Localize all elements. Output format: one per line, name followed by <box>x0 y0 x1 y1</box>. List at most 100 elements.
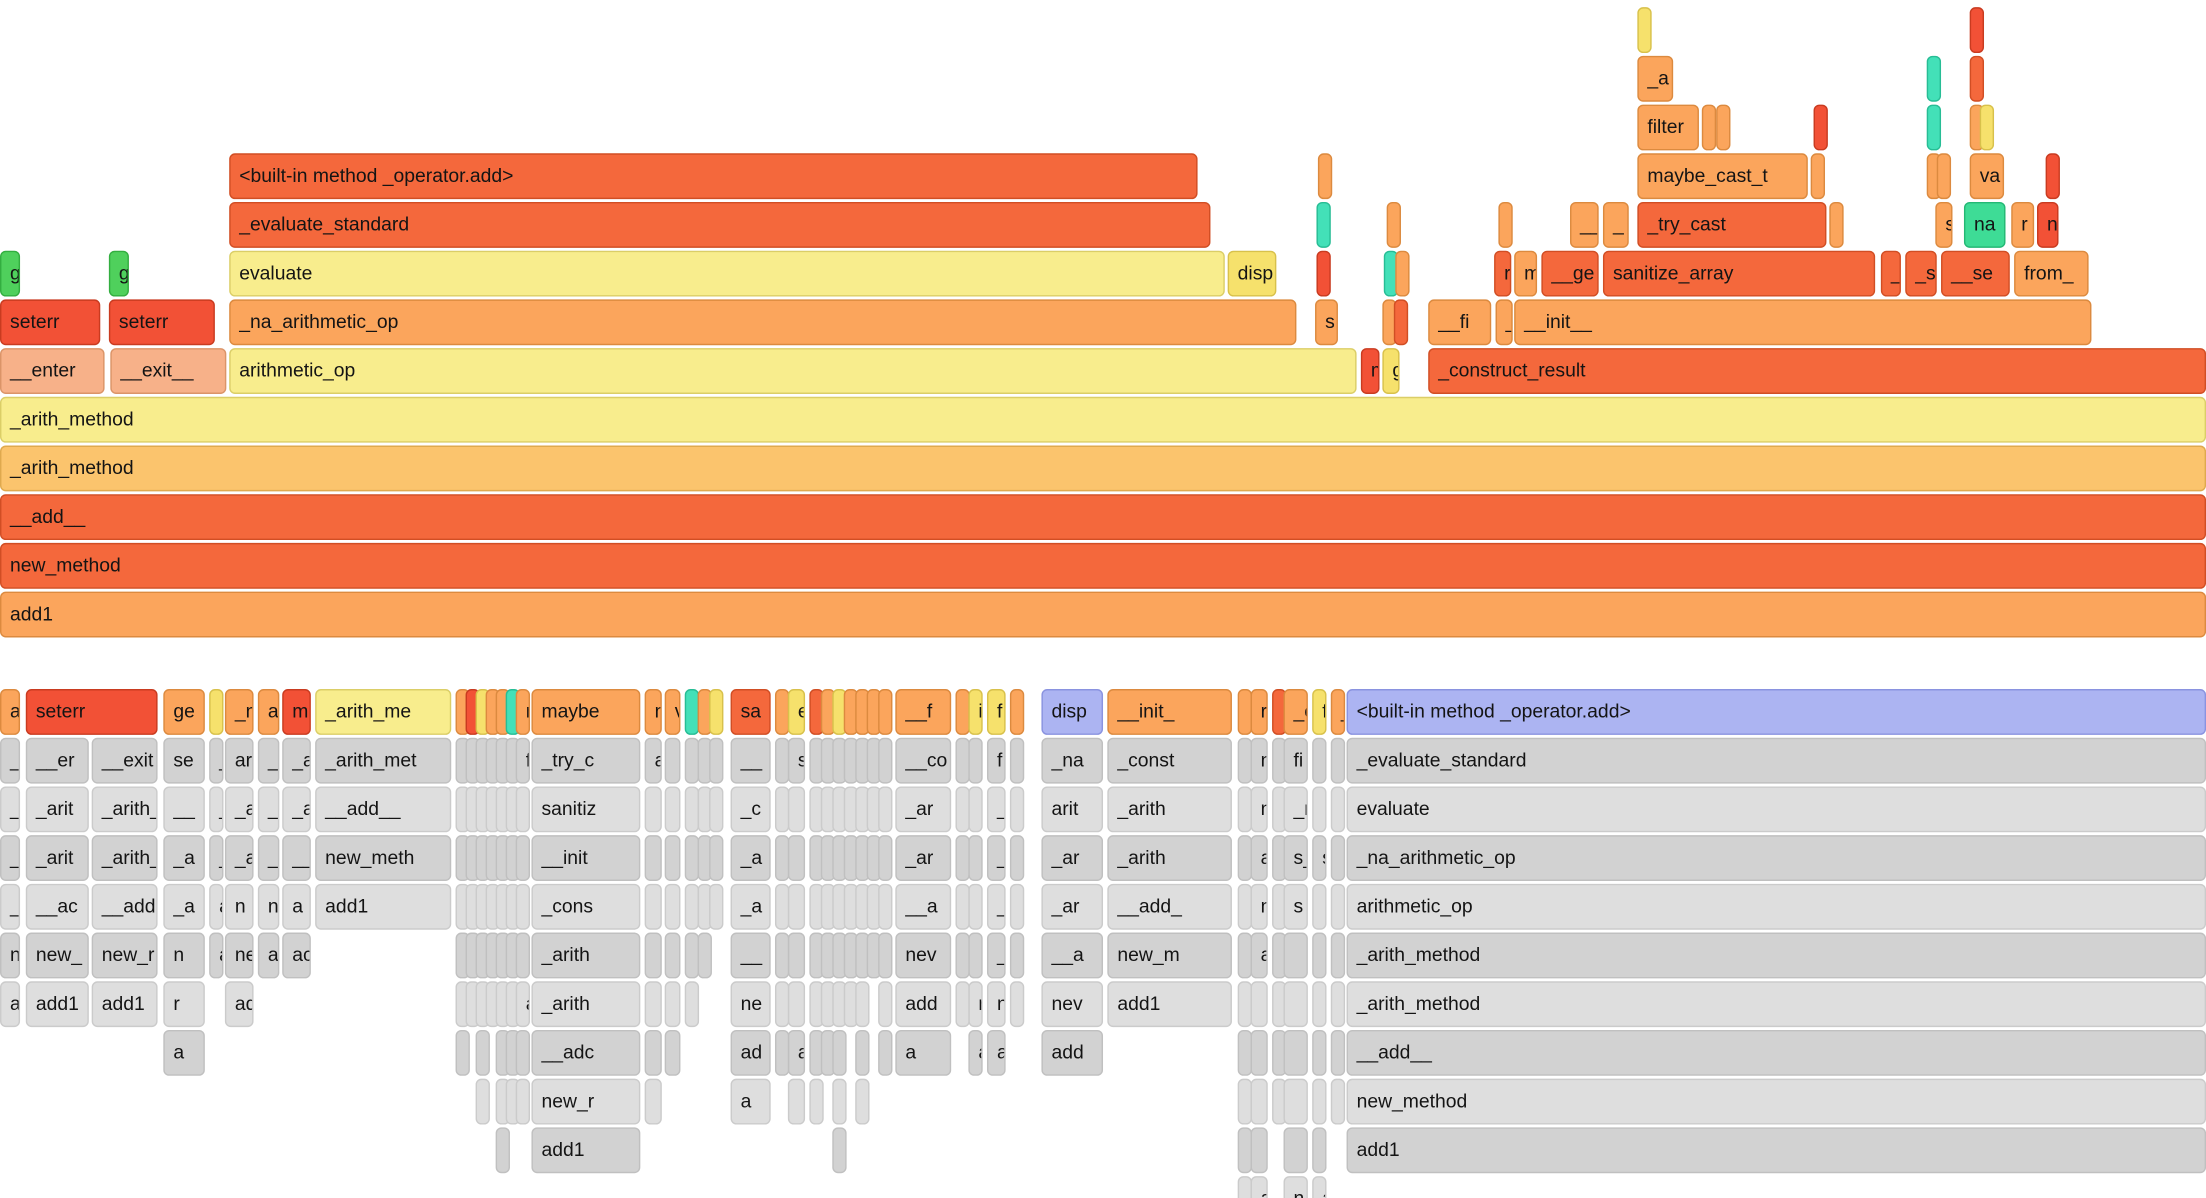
frame-sliver[interactable] <box>968 883 983 930</box>
frame-sliver[interactable] <box>515 1029 531 1076</box>
frame-sliver[interactable] <box>475 1078 490 1125</box>
frame-sliver[interactable] <box>787 981 806 1028</box>
frame-va[interactable]: va <box>1969 153 2005 200</box>
frame-add1[interactable]: add1 <box>531 1127 641 1174</box>
frame-sliver[interactable] <box>709 689 724 735</box>
frame-m[interactable]: m <box>1360 348 1380 394</box>
frame-sliver[interactable] <box>1969 7 1985 54</box>
frame-sliver[interactable] <box>832 1078 847 1125</box>
frame-sliver[interactable] <box>644 932 662 979</box>
frame-sliver[interactable] <box>1250 1078 1268 1125</box>
frame-_na_arithmetic_op[interactable]: _na_arithmetic_op <box>1346 835 2206 881</box>
frame-sliver[interactable] <box>1312 737 1327 784</box>
frame-a[interactable]: a <box>0 981 21 1028</box>
frame-__fi[interactable]: __fi <box>1428 299 1492 346</box>
frame-sliver[interactable] <box>1250 1029 1268 1076</box>
frame-sliver[interactable] <box>644 1029 662 1076</box>
frame-_[interactable]: _ <box>209 835 224 881</box>
frame-_arith_me[interactable]: _arith_me <box>315 689 452 735</box>
frame-_a[interactable]: _a <box>163 883 205 930</box>
frame-_[interactable]: _ <box>1330 689 1346 735</box>
frame-v[interactable]: v <box>664 689 681 735</box>
frame-a[interactable]: a <box>163 1029 205 1076</box>
frame-e[interactable]: e <box>787 689 806 735</box>
frame-a[interactable]: a <box>282 883 311 930</box>
frame-sliver[interactable] <box>664 737 681 784</box>
frame-sliver[interactable] <box>644 1078 662 1125</box>
frame-_e[interactable]: _e <box>0 737 21 784</box>
frame-sliver[interactable] <box>878 932 893 979</box>
frame-new_r[interactable]: new_r <box>91 932 158 979</box>
frame-from_[interactable]: from_ <box>2014 250 2089 297</box>
frame-_na[interactable]: _na <box>1041 737 1104 784</box>
frame-__[interactable]: __ <box>282 835 311 881</box>
frame-sliver[interactable] <box>1330 1029 1346 1076</box>
frame-n[interactable]: n <box>257 883 280 930</box>
frame-sliver[interactable] <box>1330 835 1346 881</box>
frame-sliver[interactable] <box>1317 153 1333 200</box>
frame-ac[interactable]: ac <box>282 932 311 979</box>
frame-sliver[interactable] <box>1009 786 1025 833</box>
frame-fi[interactable]: fi <box>1283 737 1308 784</box>
frame-new_r[interactable]: new_r <box>531 1078 641 1125</box>
frame-sliver[interactable] <box>1386 201 1401 248</box>
frame-__init_[interactable]: __init_ <box>1107 689 1232 735</box>
frame-sliver[interactable] <box>1009 932 1025 979</box>
frame-_arith_method[interactable]: _arith_method <box>1346 981 2206 1028</box>
frame-__add_[interactable]: __add_ <box>1107 883 1232 930</box>
frame-sliver[interactable] <box>809 1078 824 1125</box>
frame-sliver[interactable] <box>878 689 893 735</box>
frame-sliver[interactable] <box>1498 201 1513 248</box>
frame-__add__[interactable]: __add__ <box>315 786 452 833</box>
frame-sliver[interactable] <box>787 932 806 979</box>
frame-_a[interactable]: _a <box>0 835 21 881</box>
frame-sliver[interactable] <box>1395 250 1410 297</box>
frame-ge[interactable]: ge <box>163 689 205 735</box>
frame-sliver[interactable] <box>1283 1029 1308 1076</box>
frame-n[interactable]: n <box>1250 786 1268 833</box>
frame-_try_cast[interactable]: _try_cast <box>1637 201 1827 248</box>
frame-sliver[interactable] <box>709 835 724 881</box>
frame-_construct_result[interactable]: _construct_result <box>1428 348 2206 394</box>
frame-__se[interactable]: __se <box>1941 250 2010 297</box>
frame-sliver[interactable] <box>1716 104 1731 151</box>
frame-_a[interactable]: _a <box>282 737 311 784</box>
frame-add[interactable]: add <box>895 981 952 1028</box>
frame-filter[interactable]: filter <box>1637 104 1699 151</box>
frame-sliver[interactable] <box>515 932 531 979</box>
frame-a[interactable]: a <box>0 689 21 735</box>
frame-nev[interactable]: nev <box>895 932 952 979</box>
frame-_a[interactable]: _a <box>0 786 21 833</box>
frame-disp[interactable]: disp <box>1041 689 1104 735</box>
frame-a[interactable]: a <box>986 1029 1006 1076</box>
frame-sliver[interactable] <box>515 883 531 930</box>
frame-__add__[interactable]: __add__ <box>1346 1029 2206 1076</box>
frame-_[interactable]: _ <box>209 737 224 784</box>
frame-new_meth[interactable]: new_meth <box>315 835 452 881</box>
frame-__[interactable]: __ <box>730 737 771 784</box>
frame-sliver[interactable] <box>1330 981 1346 1028</box>
frame-g[interactable]: g <box>0 250 21 297</box>
frame-sliver[interactable] <box>832 1029 847 1076</box>
frame-sliver[interactable] <box>515 835 531 881</box>
frame-_ar[interactable]: _ar <box>895 786 952 833</box>
frame-_ar[interactable]: _ar <box>895 835 952 881</box>
frame-_a[interactable]: _a <box>163 835 205 881</box>
frame-sliver[interactable] <box>495 1127 510 1174</box>
frame-sliver[interactable] <box>515 786 531 833</box>
frame-a[interactable]: a <box>895 1029 952 1076</box>
frame-__er[interactable]: __er <box>25 737 89 784</box>
frame-_m[interactable]: _m <box>1283 786 1308 833</box>
frame-sliver[interactable] <box>664 835 681 881</box>
frame-arithmetic_op[interactable]: arithmetic_op <box>1346 883 2206 930</box>
frame-a[interactable]: a <box>968 1029 983 1076</box>
frame-sliver[interactable] <box>1009 981 1025 1028</box>
frame-f[interactable]: f <box>515 737 531 784</box>
frame-sliver[interactable] <box>878 981 893 1028</box>
frame-sliver[interactable] <box>1330 883 1346 930</box>
frame-arithmetic_op[interactable]: arithmetic_op <box>229 348 1357 394</box>
frame-seterr[interactable]: seterr <box>25 689 158 735</box>
frame-__init[interactable]: __init <box>531 835 641 881</box>
frame-sliver[interactable] <box>787 883 806 930</box>
frame-_[interactable]: _ <box>1602 201 1629 248</box>
